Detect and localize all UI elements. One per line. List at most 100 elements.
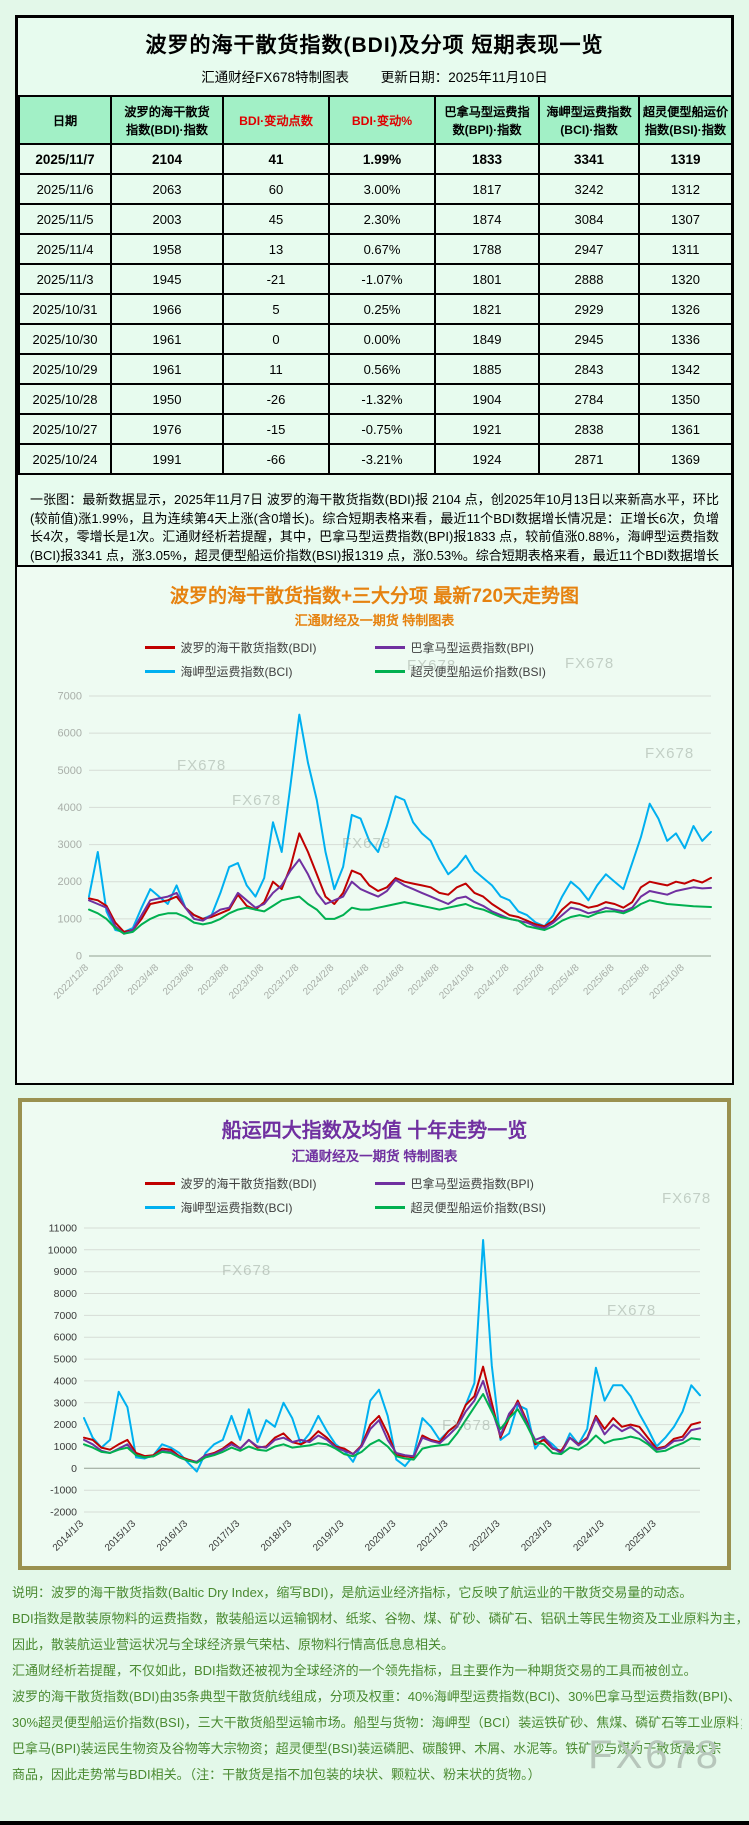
cell: 2843	[538, 353, 640, 385]
explanation-line: 汇通财经析若提醒，不仅如此，BDI指数还被视为全球经济的一个领先指标，且主要作为…	[12, 1663, 697, 1678]
svg-text:5000: 5000	[58, 765, 82, 777]
legend-label-BCI: 海岬型运费指数(BCI)	[180, 665, 293, 679]
cell: 1945	[110, 263, 224, 295]
table-row: 2025/11/5 2003 45 2.30% 1874 3084 1307	[18, 203, 733, 235]
svg-text:9000: 9000	[54, 1266, 78, 1278]
svg-text:2023/8/8: 2023/8/8	[196, 962, 232, 998]
explanation-line: 30%超灵便型船运价指数(BSI)，三大干散货船型运输市场。船型与货物：海岬型（…	[12, 1715, 742, 1730]
svg-text:2020/1/3: 2020/1/3	[363, 1518, 399, 1554]
cell: 1361	[638, 413, 733, 445]
cell: 2003	[110, 203, 224, 235]
cell: 1312	[638, 173, 733, 205]
svg-text:2000: 2000	[58, 876, 82, 888]
legend-swatch-BCI	[144, 1206, 175, 1209]
fx678-watermark: FX678	[588, 1733, 721, 1777]
table-row: 2025/10/29 1961 11 0.56% 1885 2843 1342	[18, 353, 733, 385]
cell: 1307	[638, 203, 733, 235]
cell: 45	[222, 203, 330, 235]
svg-text:10000: 10000	[48, 1244, 77, 1256]
svg-text:2025/10/8: 2025/10/8	[648, 962, 688, 1002]
svg-text:4000: 4000	[58, 802, 82, 814]
cell: 1991	[110, 443, 224, 475]
cell: 2871	[538, 443, 640, 475]
chart-720d-title: 波罗的海干散货指数+三大分项 最新720天走势图	[169, 586, 580, 607]
col-header: 巴拿马型运费指 数(BPI)·指数	[434, 95, 540, 145]
explanation-line: 巴拿马(BPI)装运民生物资及谷物等大宗物资；超灵便型(BSI)装运磷肥、碳酸钾…	[12, 1741, 722, 1756]
legend-item-BSI: 超灵便型船运价指数(BSI)	[374, 1199, 605, 1216]
cell: 1961	[110, 323, 224, 355]
svg-text:2022/12/8: 2022/12/8	[52, 962, 92, 1002]
svg-text:2018/1/3: 2018/1/3	[259, 1518, 295, 1554]
short-term-table-body: 2025/11/7 2104 41 1.99% 1833 3341 1319 2025/11/…	[18, 143, 733, 475]
cell: -21	[222, 263, 330, 295]
cell: 3242	[538, 173, 640, 205]
cell: 13	[222, 233, 330, 265]
cell: 2025/10/31	[18, 293, 112, 325]
table-row: 2025/11/4 1958 13 0.67% 1788 2947 1311	[18, 233, 733, 265]
legend-swatch-BDI	[144, 646, 175, 649]
cell: 1369	[638, 443, 733, 475]
chart-10y-plot: 11000 10000 9000 8000 7000 6000 5000 4000 3000 20…	[22, 1220, 727, 1556]
short-term-table: 日期 波罗的海干散货 指数(BDI)·指数 BDI·变动点数 BDI·变动% 巴拿马型运…	[18, 95, 733, 475]
cell: 1801	[434, 263, 540, 295]
cell: 1833	[434, 143, 540, 175]
svg-text:5000: 5000	[54, 1354, 78, 1366]
cell: 2025/10/29	[18, 353, 112, 385]
chart-720d-plot: 7000 6000 5000 4000 3000 2000 1000 0 2022/12/8 20…	[17, 684, 732, 1076]
chart-720d-legend: 波罗的海干散货指数(BDI) 巴拿马型运费指数(BPI) 海岬型运费指数(BCI) 超…	[17, 639, 732, 680]
col-header: BDI·变动%	[328, 95, 436, 145]
cell: 2025/10/28	[18, 383, 112, 415]
legend-item-BPI: 巴拿马型运费指数(BPI)	[374, 639, 605, 656]
cell: 1950	[110, 383, 224, 415]
cell: 3341	[538, 143, 640, 175]
legend-label-BSI: 超灵便型船运价指数(BSI)	[410, 665, 546, 679]
svg-text:6000: 6000	[58, 728, 82, 740]
svg-text:2025/6/8: 2025/6/8	[581, 962, 617, 998]
cell: 2104	[110, 143, 224, 175]
cell: 2063	[110, 173, 224, 205]
cell: 11	[222, 353, 330, 385]
short-term-panel: 波罗的海干散货指数(BDI)及分项 短期表现一览 汇通财经FX678特制图表 更…	[15, 15, 734, 605]
cell: 0	[222, 323, 330, 355]
svg-text:2024/8/8: 2024/8/8	[406, 962, 442, 998]
svg-text:1000: 1000	[54, 1441, 78, 1453]
table-row: 2025/10/24 1991 -66 -3.21% 1924 2871 1369	[18, 443, 733, 475]
cell: 1958	[110, 233, 224, 265]
cell: 2.30%	[328, 203, 436, 235]
panel-subtitle: 汇通财经FX678特制图表 更新日期：2025年11月10日	[18, 66, 731, 86]
svg-text:0: 0	[76, 951, 82, 963]
svg-text:2000: 2000	[54, 1419, 78, 1431]
legend-item-BCI: 海岬型运费指数(BCI)	[144, 663, 375, 680]
cell: -3.21%	[328, 443, 436, 475]
series-line-BPI	[83, 1379, 701, 1463]
cell: -66	[222, 443, 330, 475]
svg-text:2023/2/8: 2023/2/8	[91, 962, 127, 998]
legend-item-BCI: 海岬型运费指数(BCI)	[144, 1199, 375, 1216]
cell: 1976	[110, 413, 224, 445]
svg-text:2016/1/3: 2016/1/3	[155, 1518, 191, 1554]
cell: 1904	[434, 383, 540, 415]
cell: 2784	[538, 383, 640, 415]
series-line-BDI	[88, 832, 712, 933]
cell: 41	[222, 143, 330, 175]
series-line-BDI	[83, 1365, 701, 1463]
cell: 0.25%	[328, 293, 436, 325]
legend-swatch-BCI	[144, 670, 175, 673]
chart-10y-legend: 波罗的海干散货指数(BDI) 巴拿马型运费指数(BPI) 海岬型运费指数(BCI) 超…	[22, 1175, 727, 1216]
cell: -1.32%	[328, 383, 436, 415]
cell: 3084	[538, 203, 640, 235]
svg-text:3000: 3000	[54, 1397, 78, 1409]
cell: 1.99%	[328, 143, 436, 175]
cell: -0.75%	[328, 413, 436, 445]
col-header: 日期	[18, 95, 112, 145]
cell: 2838	[538, 413, 640, 445]
table-row: 2025/11/3 1945 -21 -1.07% 1801 2888 1320	[18, 263, 733, 295]
svg-text:2024/6/8: 2024/6/8	[371, 962, 407, 998]
legend-swatch-BPI	[374, 1182, 405, 1185]
table-row: 2025/10/27 1976 -15 -0.75% 1921 2838 1361	[18, 413, 733, 445]
cell: 2929	[538, 293, 640, 325]
legend-label-BCI: 海岬型运费指数(BCI)	[180, 1201, 293, 1215]
update-date-label: 更新日期：2025年11月10日	[380, 70, 548, 85]
